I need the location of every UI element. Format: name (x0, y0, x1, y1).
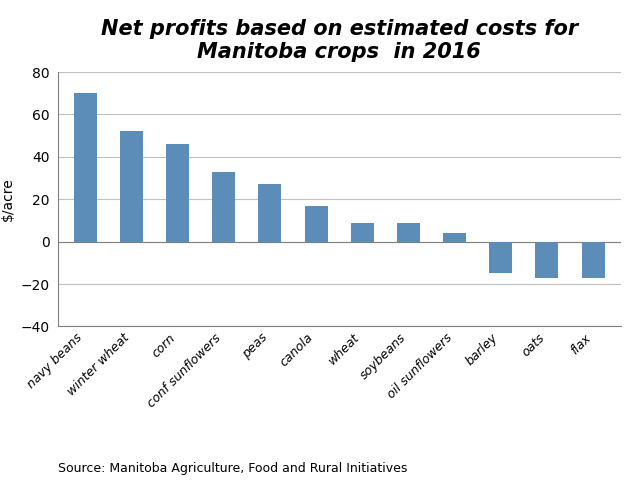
Bar (120, 132, 143, 241)
Bar (582, 241, 605, 277)
Bar (351, 223, 374, 241)
Bar (74, 93, 97, 241)
Bar (259, 184, 282, 241)
Bar (536, 241, 559, 277)
Bar (212, 172, 236, 241)
Bar (443, 233, 466, 241)
Bar (305, 205, 328, 241)
Text: Source: Manitoba Agriculture, Food and Rural Initiatives: Source: Manitoba Agriculture, Food and R… (58, 462, 407, 475)
Bar (489, 241, 512, 274)
Title: Net profits based on estimated costs for
Manitoba crops  in 2016: Net profits based on estimated costs for… (100, 19, 578, 62)
Bar (166, 144, 189, 241)
Bar (397, 223, 420, 241)
Y-axis label: $/acre: $/acre (1, 177, 15, 221)
